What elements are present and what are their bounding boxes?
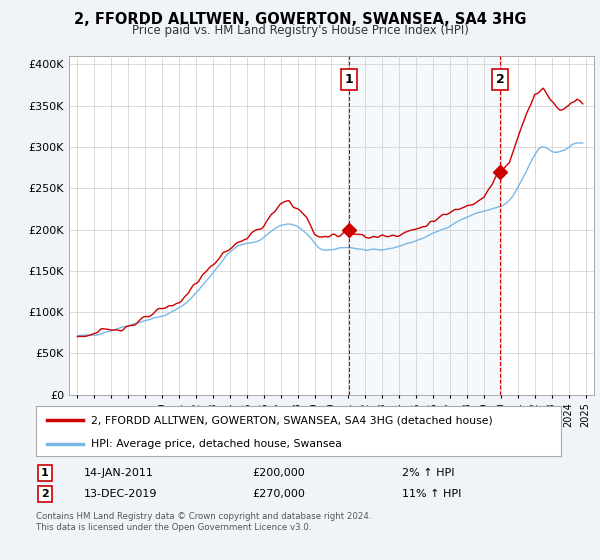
Bar	[349, 56, 500, 395]
Text: 2: 2	[41, 489, 49, 499]
Text: Price paid vs. HM Land Registry's House Price Index (HPI): Price paid vs. HM Land Registry's House …	[131, 24, 469, 36]
Text: 13-DEC-2019: 13-DEC-2019	[84, 489, 157, 499]
Text: £270,000: £270,000	[252, 489, 305, 499]
Text: 2% ↑ HPI: 2% ↑ HPI	[402, 468, 455, 478]
Text: 2, FFORDD ALLTWEN, GOWERTON, SWANSEA, SA4 3HG (detached house): 2, FFORDD ALLTWEN, GOWERTON, SWANSEA, SA…	[91, 415, 493, 425]
Text: Contains HM Land Registry data © Crown copyright and database right 2024.
This d: Contains HM Land Registry data © Crown c…	[36, 512, 371, 532]
Text: 2: 2	[496, 73, 505, 86]
Text: 1: 1	[345, 73, 353, 86]
Text: 11% ↑ HPI: 11% ↑ HPI	[402, 489, 461, 499]
Text: 2, FFORDD ALLTWEN, GOWERTON, SWANSEA, SA4 3HG: 2, FFORDD ALLTWEN, GOWERTON, SWANSEA, SA…	[74, 12, 526, 27]
Text: 14-JAN-2011: 14-JAN-2011	[84, 468, 154, 478]
Text: HPI: Average price, detached house, Swansea: HPI: Average price, detached house, Swan…	[91, 439, 342, 449]
Text: £200,000: £200,000	[252, 468, 305, 478]
Text: 1: 1	[41, 468, 49, 478]
